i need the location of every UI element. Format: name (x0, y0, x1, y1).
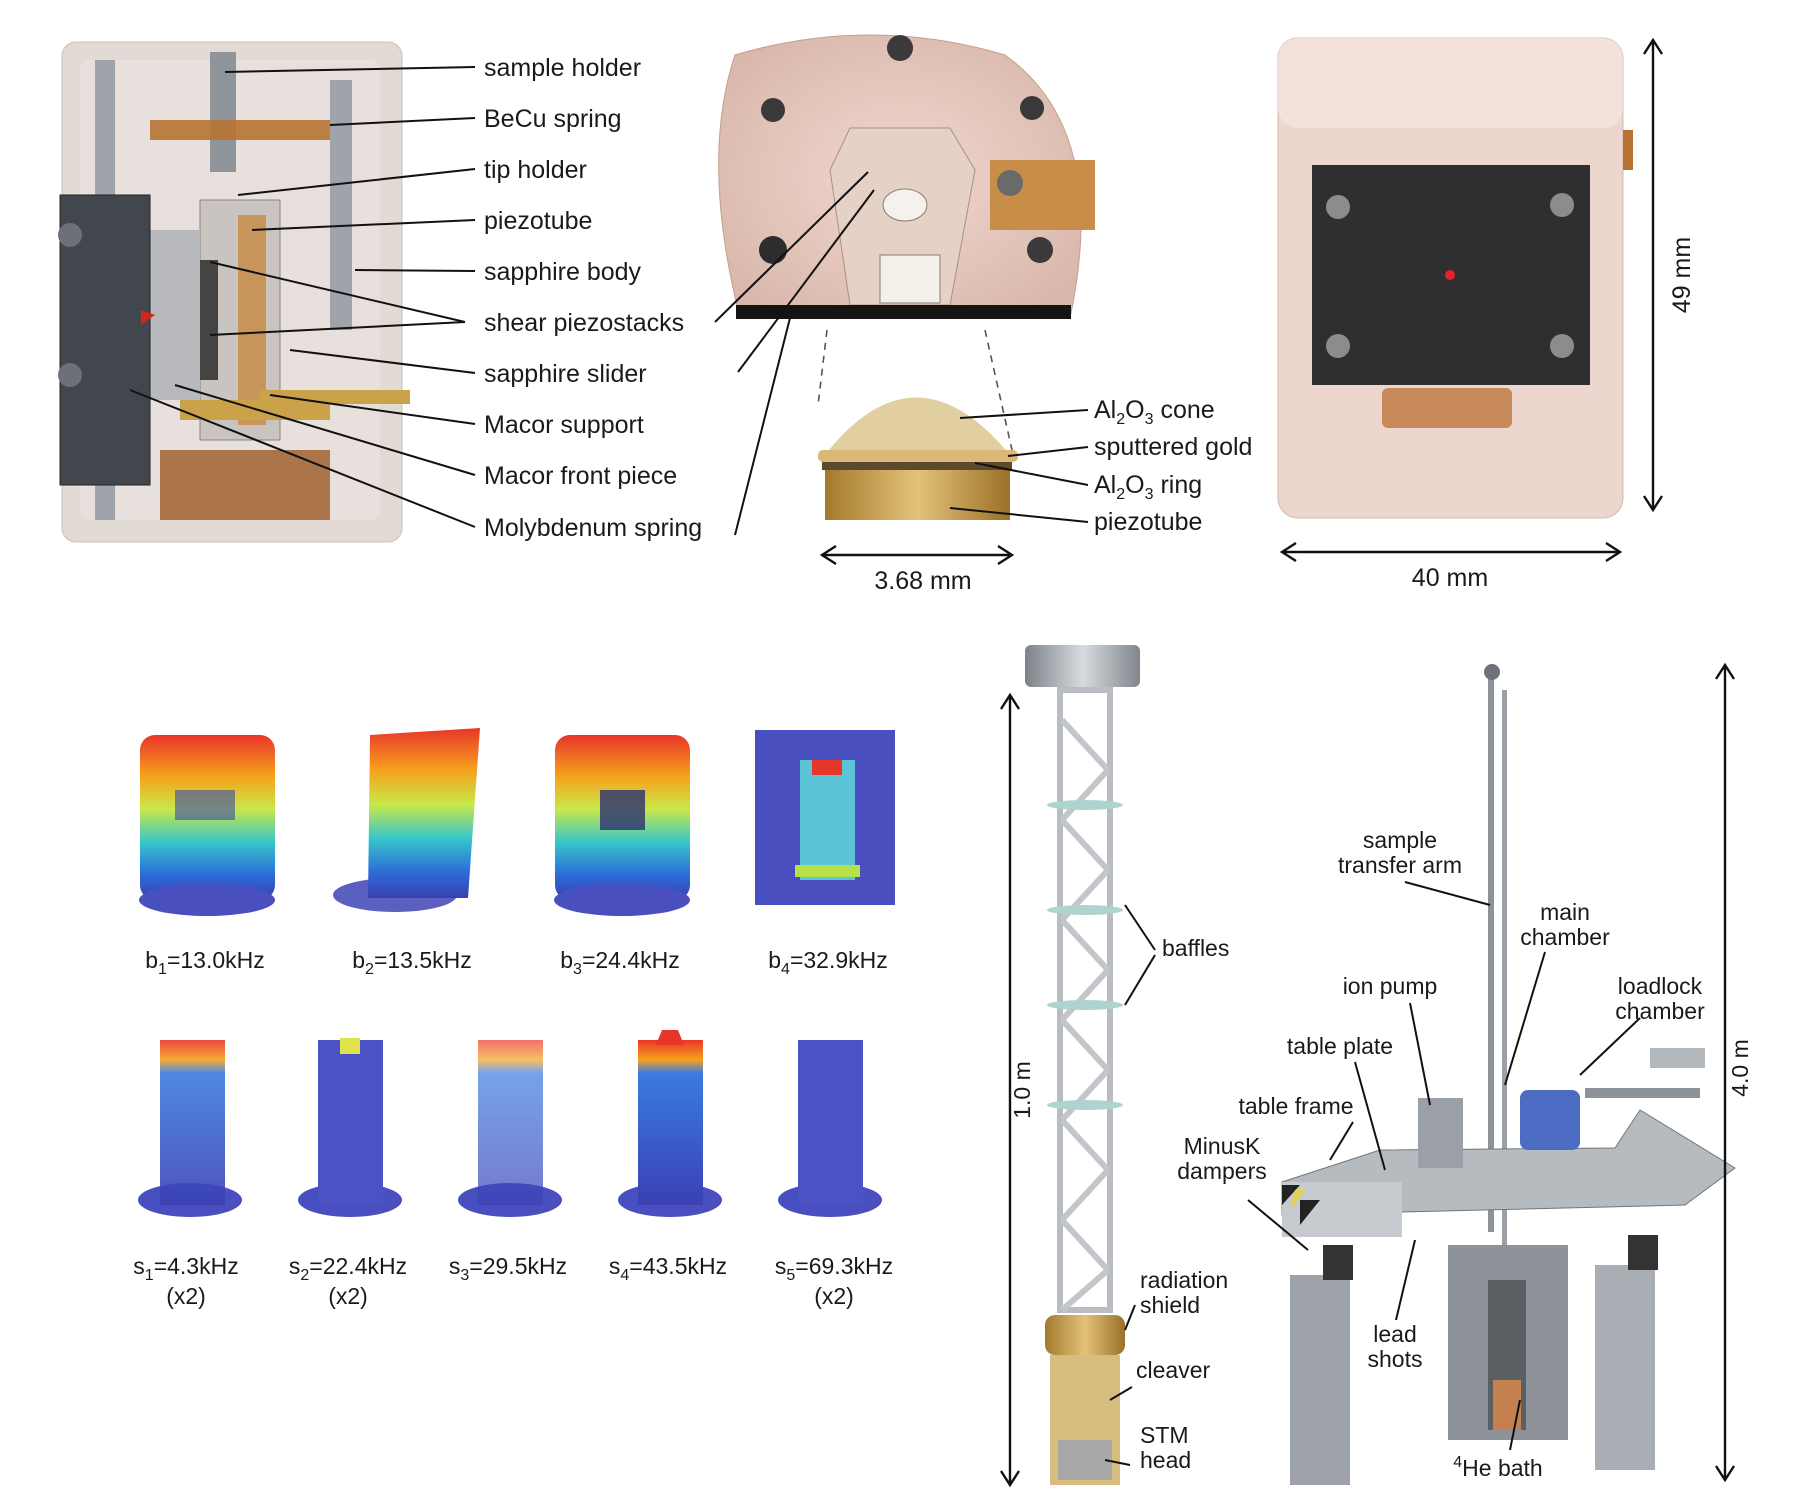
label-tip-holder: tip holder (484, 156, 587, 184)
tip-scale-label: 3.68 mm (874, 567, 971, 595)
label-table-frame: table frame (1238, 1093, 1353, 1119)
panel-e-labels: baffles radiation shield cleaver STM hea… (1136, 935, 1229, 1473)
fem-mode-b3 (554, 735, 690, 916)
stm-head-top-photo (718, 34, 1095, 319)
label-macor-support: Macor support (484, 411, 644, 439)
label-mode-s1: s1=4.3kHz (133, 1253, 238, 1284)
system-height-label: 4.0 m (1727, 1039, 1753, 1097)
cryostat-insert (1025, 645, 1140, 1485)
panel-a-leaders (129, 66, 476, 528)
label-main-chamber: chamber (1520, 924, 1610, 950)
fem-stretch-modes (138, 1030, 882, 1217)
label-shear-piezostacks: shear piezostacks (484, 309, 684, 337)
label-table-plate: table plate (1287, 1033, 1393, 1059)
label-stm: STM (1140, 1422, 1189, 1448)
head-dimension-arrows: 40 mm 49 mm (1279, 37, 1696, 592)
label-mode-s5: s5=69.3kHz (775, 1253, 893, 1284)
fem-mode-b4 (755, 730, 895, 905)
label-shots: shots (1368, 1346, 1423, 1372)
fem-mode-b1 (139, 735, 275, 916)
panel-f-leaders (1247, 881, 1641, 1451)
fem-mode-s5 (778, 1040, 882, 1217)
system-height-arrow: 4.0 m (1714, 662, 1753, 1483)
fem-mode-s2 (298, 1038, 402, 1217)
tip-scale-bar: 3.68 mm (819, 544, 1015, 595)
label-piezotube: piezotube (484, 207, 592, 235)
label-mode-s1-mult: (x2) (166, 1283, 206, 1309)
fem-stretch-labels: s1=4.3kHz (x2) s2=22.4kHz (x2) s3=29.5kH… (133, 1253, 893, 1309)
label-radiation: radiation (1140, 1267, 1228, 1293)
label-mode-b1: b1=13.0kHz (145, 947, 265, 978)
insert-height-label: 1.0 m (1009, 1061, 1035, 1119)
label-dampers: dampers (1177, 1158, 1266, 1184)
label-lead: lead (1373, 1321, 1416, 1347)
tip-closeup (818, 397, 1018, 520)
head-height-label: 49 mm (1668, 237, 1696, 313)
label-al2o3-ring: Al2O3 ring (1094, 471, 1202, 503)
fem-mode-b2 (333, 728, 480, 912)
label-becu-spring: BeCu spring (484, 105, 622, 133)
label-macor-front-piece: Macor front piece (484, 462, 677, 490)
label-sapphire-slider: sapphire slider (484, 360, 647, 388)
insert-height-arrow: 1.0 m (999, 692, 1035, 1488)
label-sample: sample (1363, 827, 1437, 853)
label-sapphire-body: sapphire body (484, 258, 642, 286)
label-mode-s2-mult: (x2) (328, 1283, 368, 1309)
label-sputtered-gold: sputtered gold (1094, 433, 1252, 461)
panel-b-tip-leaders (949, 409, 1089, 523)
label-loadlock-chamber: chamber (1615, 998, 1705, 1024)
fem-bending-labels: b1=13.0kHz b2=13.5kHz b3=24.4kHz b4=32.9… (145, 947, 888, 978)
label-sample-holder: sample holder (484, 54, 641, 82)
fem-mode-s3 (458, 1040, 562, 1217)
fem-bending-modes (139, 728, 895, 916)
label-main: main (1540, 899, 1590, 925)
label-ion-pump: ion pump (1343, 973, 1438, 999)
fem-mode-s1 (138, 1040, 242, 1217)
label-al2o3-cone: Al2O3 cone (1094, 396, 1215, 428)
stm-head-photo (1277, 37, 1633, 519)
stm-head-cutaway (58, 41, 410, 543)
panel-f-labels: sample transfer arm main chamber ion pum… (1177, 827, 1705, 1481)
panel-b-labels: Al2O3 cone sputtered gold Al2O3 ring pie… (1094, 396, 1252, 536)
label-shield: shield (1140, 1292, 1200, 1318)
label-molybdenum-spring: Molybdenum spring (484, 514, 702, 542)
label-transfer-arm: transfer arm (1338, 852, 1462, 878)
panel-e-leaders (1104, 904, 1156, 1466)
full-system-render (1281, 664, 1736, 1485)
label-mode-b2: b2=13.5kHz (352, 947, 472, 978)
label-tip-piezotube: piezotube (1094, 508, 1202, 536)
label-mode-s5-mult: (x2) (814, 1283, 854, 1309)
label-head: head (1140, 1447, 1191, 1473)
fem-mode-s4 (618, 1030, 722, 1217)
label-he-bath: 4He bath (1453, 1454, 1542, 1481)
label-loadlock: loadlock (1618, 973, 1703, 999)
panel-a-labels: sample holder BeCu spring tip holder pie… (484, 54, 702, 542)
label-mode-b4: b4=32.9kHz (768, 947, 888, 978)
head-width-label: 40 mm (1412, 564, 1488, 592)
label-cleaver: cleaver (1136, 1357, 1210, 1383)
label-mode-s3: s3=29.5kHz (449, 1253, 567, 1284)
label-minusk: MinusK (1184, 1133, 1261, 1159)
label-mode-s2: s2=22.4kHz (289, 1253, 407, 1284)
label-baffles: baffles (1162, 935, 1229, 961)
label-mode-s4: s4=43.5kHz (609, 1253, 727, 1284)
panel-b-leaders (714, 171, 1013, 536)
label-mode-b3: b3=24.4kHz (560, 947, 680, 978)
